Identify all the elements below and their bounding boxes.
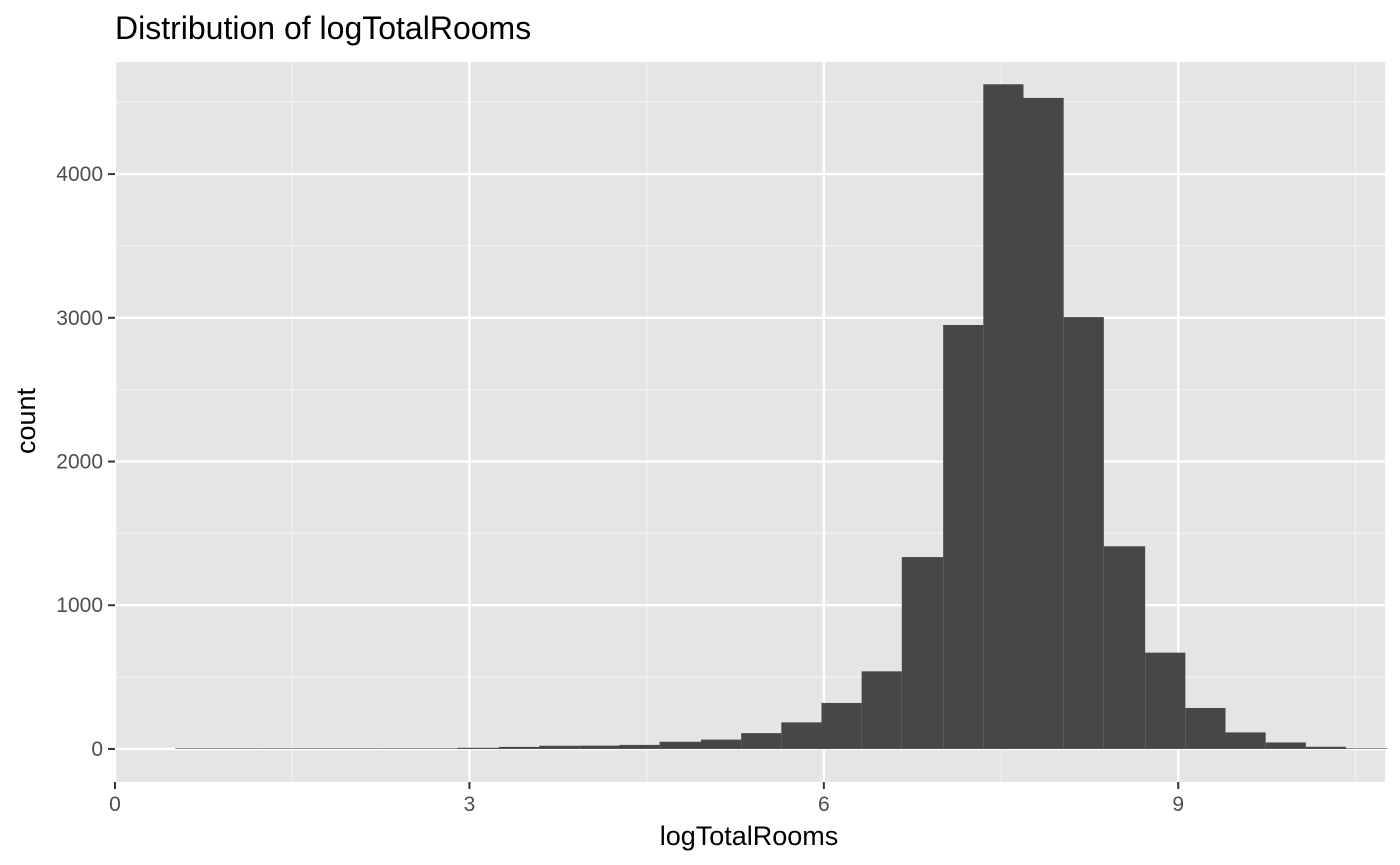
y-tick-label: 4000 xyxy=(56,163,103,186)
x-tick-label: 6 xyxy=(818,793,830,816)
y-axis: 0 1000 2000 3000 4000 xyxy=(56,163,115,761)
chart-title: Distribution of logTotalRooms xyxy=(115,10,531,46)
histogram-bar xyxy=(1225,732,1266,749)
histogram-bar xyxy=(1265,742,1306,749)
histogram-bar xyxy=(1063,317,1104,749)
y-tick-label: 1000 xyxy=(56,594,103,617)
histogram-bar xyxy=(215,748,257,749)
histogram-bar xyxy=(741,733,782,749)
histogram-bar xyxy=(256,748,297,749)
x-tick-label: 0 xyxy=(109,793,121,816)
histogram-bar xyxy=(1185,707,1226,749)
y-tick-label: 2000 xyxy=(56,451,103,474)
y-axis-title: count xyxy=(11,387,41,454)
x-axis: 0 3 6 9 xyxy=(109,782,1184,816)
x-tick-label: 3 xyxy=(464,793,476,816)
y-tick-label: 3000 xyxy=(56,307,103,330)
histogram-bar xyxy=(417,748,458,749)
histogram-bar xyxy=(539,745,580,749)
histogram-bar xyxy=(700,739,742,749)
histogram-bar xyxy=(337,748,378,749)
histogram-bar xyxy=(457,747,499,749)
histogram-bar xyxy=(659,741,701,749)
histogram-bar xyxy=(983,84,1024,749)
histogram-bar xyxy=(1103,546,1146,749)
histogram-bar xyxy=(1023,97,1064,749)
histogram-bar xyxy=(943,324,984,749)
x-tick-label: 9 xyxy=(1172,793,1184,816)
y-tick-label: 0 xyxy=(91,738,103,761)
histogram-bar xyxy=(1346,748,1388,749)
histogram-bar xyxy=(1305,746,1347,749)
histogram-bar xyxy=(861,671,902,749)
histogram-bar xyxy=(821,702,862,749)
histogram-bar xyxy=(781,722,822,749)
plot-panel xyxy=(115,62,1385,782)
x-axis-title: logTotalRooms xyxy=(660,821,839,851)
histogram-bar xyxy=(175,748,216,749)
histogram-bar xyxy=(579,745,620,749)
histogram-bar xyxy=(901,557,944,749)
histogram-bar xyxy=(619,744,660,749)
histogram-bar xyxy=(498,746,540,749)
histogram-bar xyxy=(377,748,418,749)
histogram-bar xyxy=(1145,652,1186,749)
histogram-bar xyxy=(296,748,338,749)
histogram-bars xyxy=(175,84,1388,749)
